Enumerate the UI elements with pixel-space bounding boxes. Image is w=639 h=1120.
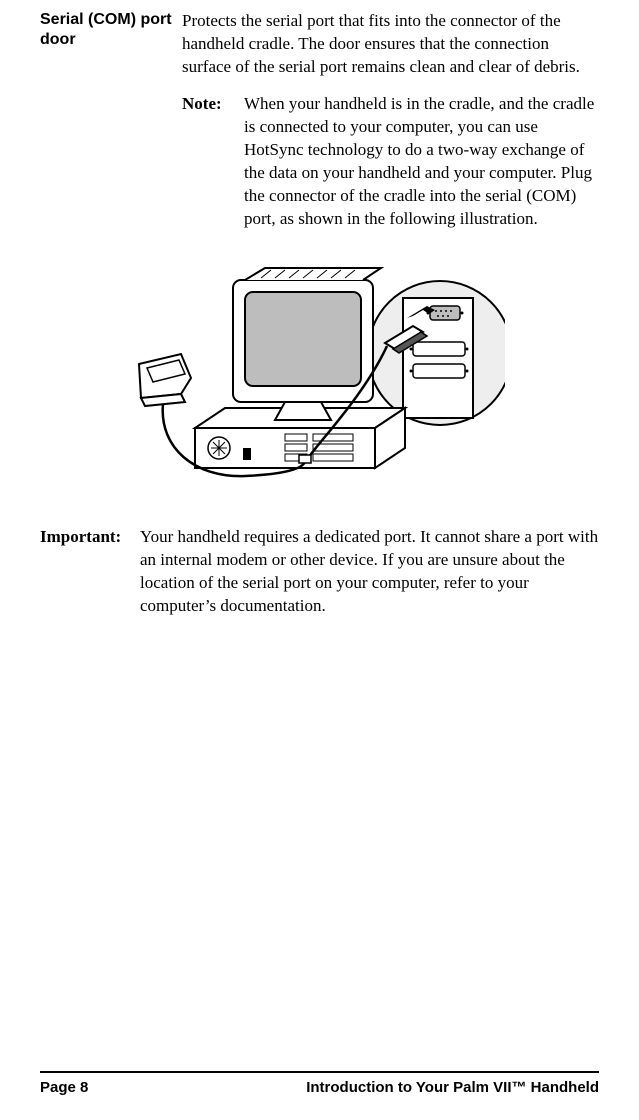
- footer-page-number: Page 8: [40, 1079, 88, 1096]
- monitor-icon: [233, 268, 381, 420]
- term-label: Serial (COM) port door: [40, 10, 182, 50]
- term-body: Protects the serial port that fits into …: [182, 10, 599, 230]
- parallel-port-2-icon: [409, 364, 468, 378]
- front-ports-icon: [285, 434, 353, 461]
- cradle-icon: [139, 354, 191, 406]
- parallel-port-1-icon: [409, 342, 468, 356]
- computer-cradle-illustration: [135, 248, 505, 498]
- note-label: Note:: [182, 93, 244, 116]
- page-container: Serial (COM) port door Protects the seri…: [0, 0, 639, 1120]
- term-definition-row: Serial (COM) port door Protects the seri…: [40, 10, 599, 230]
- serial-port-icon: [426, 306, 463, 320]
- cable-plug-icon: [299, 455, 311, 463]
- note-block: Note: When your handheld is in the cradl…: [182, 93, 599, 231]
- note-text: When your handheld is in the cradle, and…: [244, 93, 599, 231]
- footer-rule: [40, 1071, 599, 1073]
- term-description: Protects the serial port that fits into …: [182, 10, 599, 79]
- page-footer: Page 8 Introduction to Your Palm VII™ Ha…: [0, 1071, 639, 1096]
- footer-line: Page 8 Introduction to Your Palm VII™ Ha…: [40, 1079, 599, 1096]
- power-switch-icon: [243, 448, 251, 460]
- important-label: Important:: [40, 526, 140, 549]
- footer-chapter-title: Introduction to Your Palm VII™ Handheld: [306, 1079, 599, 1096]
- important-block: Important: Your handheld requires a dedi…: [40, 526, 599, 618]
- important-text: Your handheld requires a dedicated port.…: [140, 526, 599, 618]
- illustration-wrap: [40, 248, 599, 498]
